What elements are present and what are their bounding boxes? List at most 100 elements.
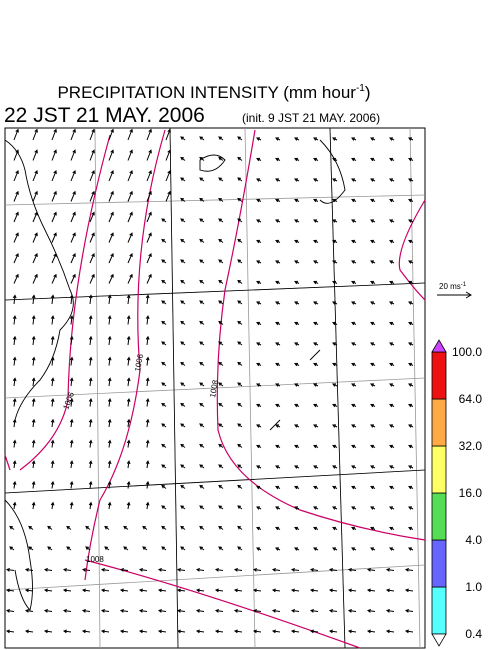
wind-arrow [88,480,93,489]
wind-arrow [69,501,74,510]
wind-arrow [47,546,53,551]
wind-arrow [275,342,281,346]
wind-arrow [123,525,129,530]
wind-arrow [32,128,38,141]
wind-arrow [12,377,17,387]
wind-arrow [256,260,262,264]
wind-arrow [62,629,72,634]
wind-arrow [32,273,38,284]
wind-arrow [237,484,243,489]
wind-arrow [313,280,319,285]
wind-arrow [389,239,395,244]
colorbar-label: 64.0 [459,392,483,406]
wind-arrow [370,506,376,510]
wind-arrow [199,382,205,387]
wind-arrow [108,190,114,202]
wind-arrow [313,465,319,469]
wind-arrow [294,403,300,408]
colorbar-over [431,339,447,353]
wind-arrow [70,273,76,284]
contour-label: 1008 [208,379,220,399]
wind-arrow [89,211,95,223]
wind-arrow [199,341,205,346]
wind-arrow [332,178,338,182]
wind-arrow [43,588,53,593]
colorbar: 0.4 1.0 4.0 16.0 32.0 64.0 100.0 [431,339,483,647]
wind-arrow [389,547,395,551]
wind-arrow [294,157,300,162]
wind-arrow [389,321,395,326]
wind-arrow [389,260,395,264]
wind-arrow [218,156,224,161]
init-time: (init. 9 JST 21 MAY. 2006) [242,111,380,125]
wind-arrow [5,629,15,634]
wind-arrow [294,444,300,449]
wind-arrow [70,170,76,182]
wind-arrow [126,377,131,387]
wind-arrow [51,232,57,243]
wind-arrow [51,170,57,182]
wind-arrow [195,608,205,613]
wind-arrow [256,362,262,367]
wind-arrow [180,320,186,325]
wind-arrow [146,128,152,141]
wind-arrow [145,418,150,428]
wind-arrow [408,239,414,244]
wind-arrow [12,356,17,366]
wind-arrow [161,218,167,223]
wind-arrow [161,505,167,510]
wind-arrow [313,301,319,305]
wind-arrow [389,137,395,141]
wind-arrow [13,128,19,141]
wind-arrow [142,525,148,530]
wind-arrow [389,526,395,531]
wind-arrow [108,232,114,243]
wind-arrow [332,301,338,305]
wind-arrow [408,383,414,387]
wind-arrow [256,157,262,162]
wind-arrow [50,377,55,387]
wind-arrow [31,439,36,448]
wind-arrow [195,567,205,572]
wind-arrow [146,149,152,161]
wind-arrow [233,588,243,593]
wind-arrow [214,588,224,593]
wind-arrow [332,424,338,428]
wind-arrow [119,629,129,634]
wind-arrow [28,546,34,551]
wind-arrow [180,218,186,223]
wind-arrow [347,567,357,572]
wind-arrow [145,294,150,305]
wind-arrow [332,137,338,141]
wind-arrow [31,480,36,489]
wind-arrow [389,178,395,182]
wind-arrow [256,239,262,244]
colorbar-bin [431,586,447,635]
wind-arrow [351,444,357,449]
title-text: PRECIPITATION INTENSITY (mm hour [57,83,356,102]
wind-arrow [351,321,357,326]
wind-arrow [70,149,76,161]
wind-arrow [107,377,112,387]
wind-arrow [370,198,376,203]
wind-arrow [127,170,133,182]
wind-arrow [161,320,167,325]
wind-arrow [237,279,243,284]
wind-arrow [218,525,224,530]
wind-arrow [88,356,93,366]
wind-arrow [275,465,281,469]
wind-arrow [89,128,95,141]
wind-arrow [69,294,74,305]
wind-arrow [126,460,131,469]
wind-arrow [332,321,338,326]
wind-arrow [332,342,338,346]
wind-arrow [389,280,395,285]
wind-arrow [408,547,414,551]
wind-arrow [176,588,186,593]
wind-arrow [50,480,55,489]
wind-arrow [180,484,186,489]
wind-arrow [294,280,300,285]
wind-arrow [309,588,319,593]
wind-arrow [332,383,338,387]
wind-arrow [127,128,133,141]
